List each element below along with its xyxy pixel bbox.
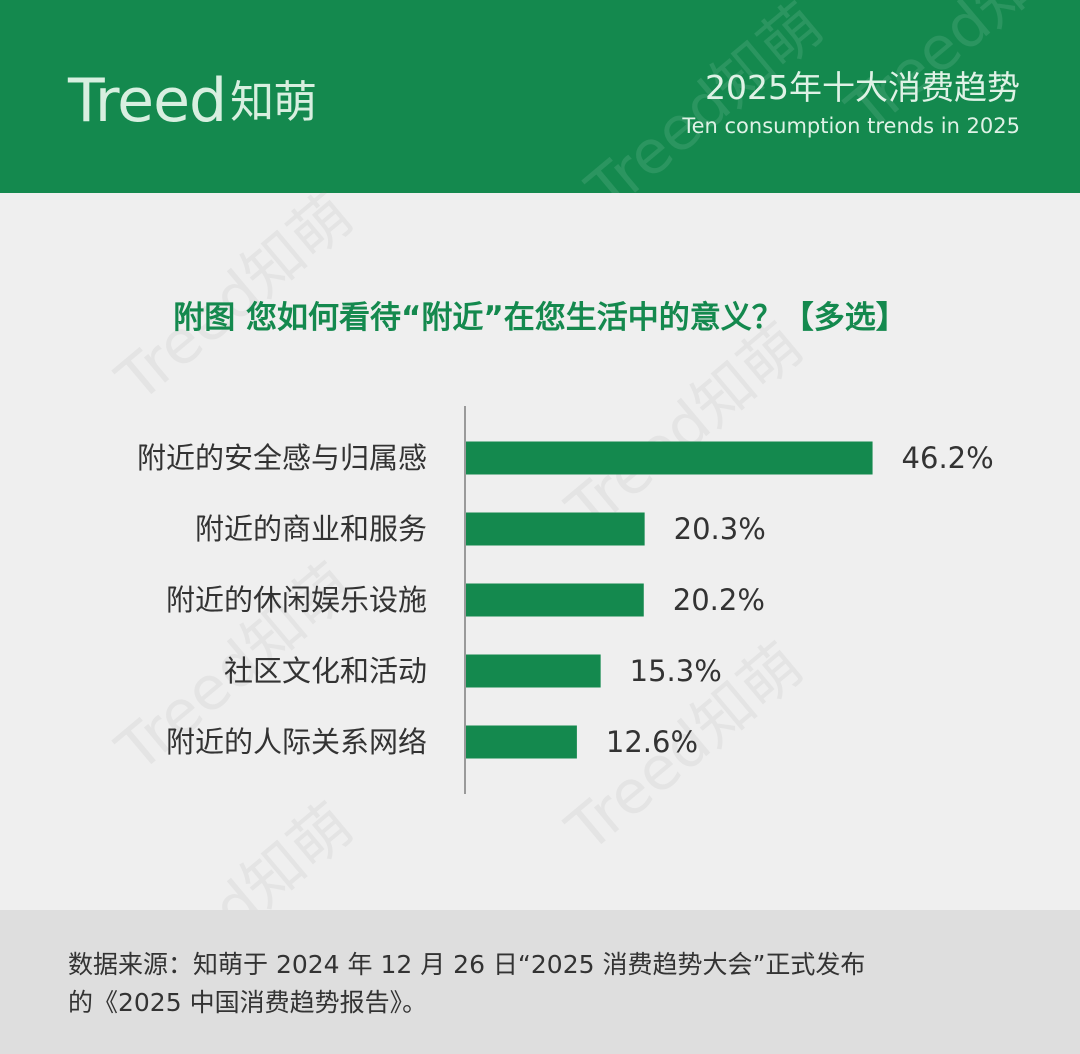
brand-logo: Treed知萌: [68, 66, 317, 136]
chart-title: 附图 您如何看待“附近”在您生活中的意义？【多选】: [173, 300, 907, 336]
bar: [466, 654, 601, 688]
category-label: 附近的商业和服务: [195, 512, 427, 546]
header-banner: Treed知萌 Treed知萌 Treed知萌 2025年十大消费趋势 Ten …: [0, 0, 1080, 193]
header-title: 2025年十大消费趋势 Ten consumption trends in 20…: [682, 68, 1020, 140]
source-line-2: 的《2025 中国消费趋势报告》。: [68, 988, 428, 1017]
category-label: 附近的人际关系网络: [166, 725, 427, 759]
data-source-note: 数据来源：知萌于 2024 年 12 月 26 日“2025 消费趋势大会”正式…: [68, 946, 1028, 1022]
bar: [466, 512, 645, 546]
value-label: 20.2%: [673, 583, 765, 617]
bar: [466, 583, 644, 617]
source-line-1: 数据来源：知萌于 2024 年 12 月 26 日“2025 消费趋势大会”正式…: [68, 950, 866, 979]
category-label: 附近的休闲娱乐设施: [166, 583, 427, 617]
footer-band: [0, 910, 1080, 1054]
header-title-cn: 2025年十大消费趋势: [705, 68, 1020, 107]
header-title-en: Ten consumption trends in 2025: [682, 114, 1020, 138]
category-label: 附近的安全感与归属感: [137, 441, 427, 475]
value-label: 15.3%: [630, 654, 722, 688]
value-label: 46.2%: [902, 441, 994, 475]
value-label: 20.3%: [674, 512, 766, 546]
value-label: 12.6%: [606, 725, 698, 759]
bar-chart: 附近的安全感与归属感 46.2% 附近的商业和服务 20.3% 附近的休闲娱乐设施 20.…: [137, 406, 994, 794]
category-label: 社区文化和活动: [224, 654, 427, 688]
bar: [466, 725, 577, 759]
bar: [466, 441, 873, 475]
logo-cn-text: 知萌: [230, 77, 317, 128]
logo-brand-text: Treed: [68, 66, 227, 136]
